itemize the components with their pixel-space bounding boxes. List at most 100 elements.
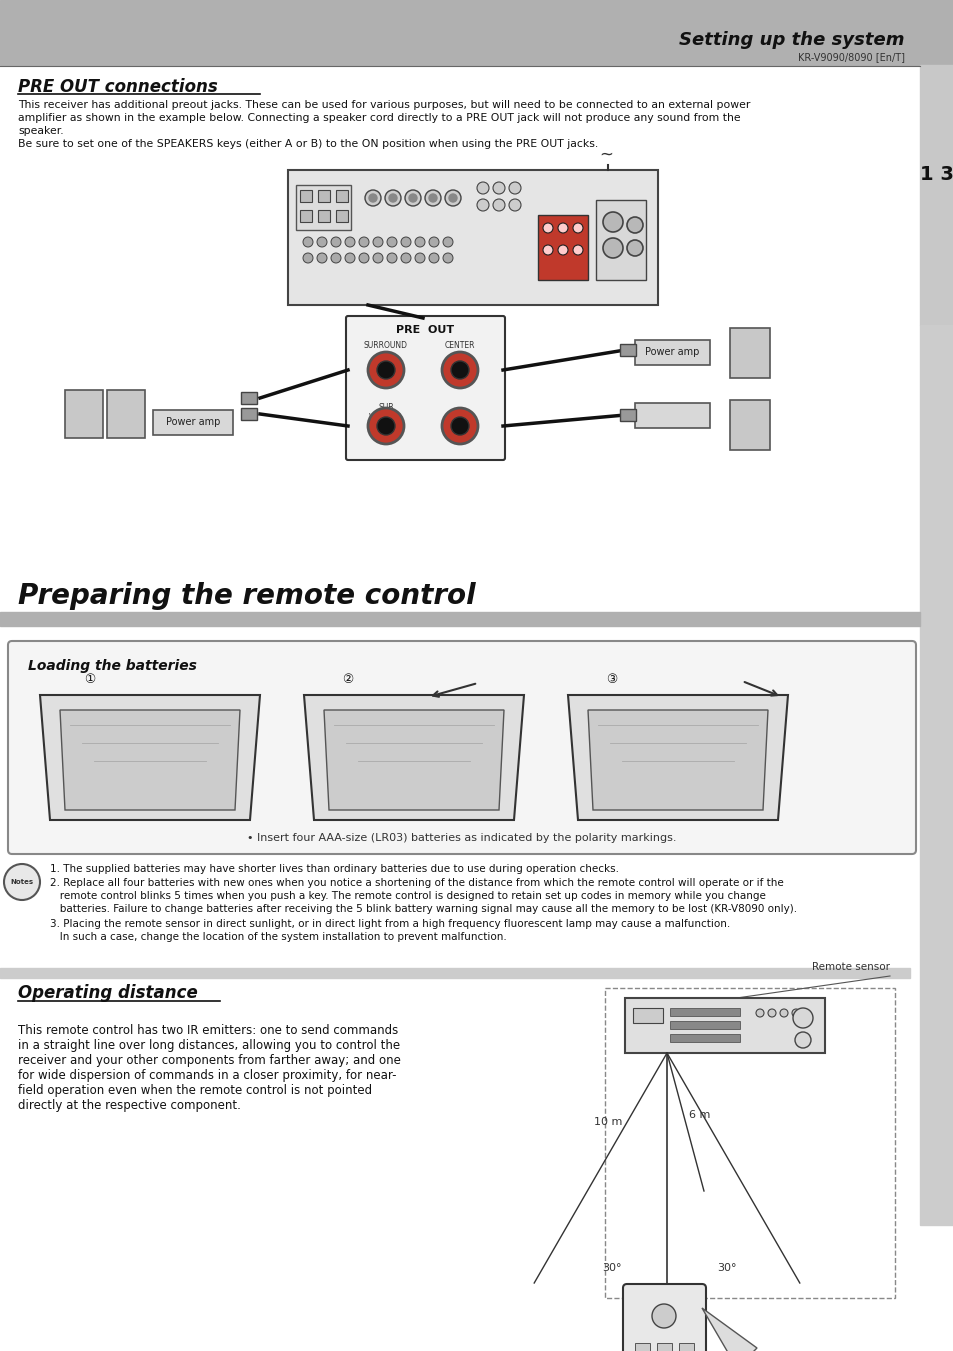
Text: receiver and your other components from farther away; and one: receiver and your other components from …	[18, 1054, 400, 1067]
Circle shape	[780, 1009, 787, 1017]
Circle shape	[573, 245, 582, 255]
Text: Preparing the remote control: Preparing the remote control	[18, 582, 476, 611]
Text: 3. Placing the remote sensor in direct sunlight, or in direct light from a high : 3. Placing the remote sensor in direct s…	[50, 919, 729, 929]
Bar	[537, 215, 587, 280]
Circle shape	[424, 190, 440, 205]
Text: CENTER: CENTER	[444, 342, 475, 350]
Polygon shape	[304, 694, 523, 820]
Bar	[619, 409, 636, 422]
Circle shape	[331, 253, 340, 263]
Text: speaker.: speaker.	[18, 126, 64, 136]
Circle shape	[442, 253, 453, 263]
Bar	[635, 1343, 649, 1351]
Text: 10 m: 10 m	[593, 1117, 621, 1127]
Circle shape	[331, 236, 340, 247]
Text: WOOFER: WOOFER	[369, 413, 402, 423]
Text: batteries. Failure to change batteries after receiving the 5 blink battery warni: batteries. Failure to change batteries a…	[50, 904, 797, 915]
Bar	[679, 1343, 693, 1351]
Bar	[107, 390, 145, 438]
Circle shape	[316, 253, 327, 263]
Circle shape	[368, 353, 403, 388]
Text: • Insert four AAA-size (LR03) batteries as indicated by the polarity markings.: • Insert four AAA-size (LR03) batteries …	[247, 834, 676, 843]
Bar	[624, 998, 824, 1052]
Bar	[669, 1021, 740, 1029]
Circle shape	[558, 223, 567, 232]
Bar	[335, 190, 348, 203]
Bar	[729, 400, 769, 450]
Circle shape	[345, 236, 355, 247]
Text: 1. The supplied batteries may have shorter lives than ordinary batteries due to : 1. The supplied batteries may have short…	[50, 865, 618, 874]
Circle shape	[755, 1009, 763, 1017]
Text: ~: ~	[598, 146, 613, 163]
Circle shape	[365, 190, 380, 205]
Text: field operation even when the remote control is not pointed: field operation even when the remote con…	[18, 1084, 372, 1097]
Text: Power amp: Power amp	[644, 347, 699, 357]
Polygon shape	[701, 1308, 757, 1351]
Circle shape	[509, 182, 520, 195]
FancyBboxPatch shape	[346, 316, 504, 459]
Text: SURROUND: SURROUND	[364, 342, 408, 350]
Circle shape	[476, 199, 489, 211]
Circle shape	[409, 195, 416, 203]
Circle shape	[558, 245, 567, 255]
Circle shape	[651, 1304, 676, 1328]
Circle shape	[444, 190, 460, 205]
Circle shape	[369, 195, 376, 203]
Circle shape	[573, 223, 582, 232]
Circle shape	[373, 236, 382, 247]
Text: This remote control has two IR emitters: one to send commands: This remote control has two IR emitters:…	[18, 1024, 397, 1038]
Text: KR-V9090/8090 [En/T]: KR-V9090/8090 [En/T]	[797, 51, 904, 62]
Polygon shape	[567, 694, 787, 820]
Circle shape	[442, 236, 453, 247]
Circle shape	[794, 1032, 810, 1048]
Text: ③: ③	[606, 673, 617, 686]
Bar	[657, 1343, 671, 1351]
Circle shape	[400, 253, 411, 263]
Bar	[729, 328, 769, 378]
Circle shape	[602, 238, 622, 258]
Text: 30°: 30°	[717, 1263, 736, 1273]
Circle shape	[542, 245, 553, 255]
Text: Be sure to set one of the SPEAKERS keys (either A or B) to the ON position when : Be sure to set one of the SPEAKERS keys …	[18, 139, 598, 149]
Circle shape	[415, 236, 424, 247]
Circle shape	[389, 195, 396, 203]
Circle shape	[791, 1009, 800, 1017]
Circle shape	[387, 236, 396, 247]
Circle shape	[387, 253, 396, 263]
Bar	[919, 65, 953, 326]
Circle shape	[451, 417, 469, 435]
Circle shape	[316, 236, 327, 247]
Bar	[299, 209, 312, 222]
FancyBboxPatch shape	[622, 1283, 705, 1351]
Bar	[0, 0, 953, 65]
Circle shape	[767, 1009, 775, 1017]
Circle shape	[626, 240, 642, 255]
Bar	[0, 969, 909, 978]
Bar	[317, 209, 330, 222]
Bar	[317, 190, 330, 203]
Text: 2. Replace all four batteries with new ones when you notice a shortening of the : 2. Replace all four batteries with new o…	[50, 878, 783, 888]
Bar	[596, 200, 645, 280]
Text: Loading the batteries: Loading the batteries	[28, 659, 196, 673]
Circle shape	[376, 361, 395, 380]
Polygon shape	[60, 711, 240, 811]
Bar	[604, 988, 894, 1298]
Circle shape	[400, 236, 411, 247]
Circle shape	[792, 1008, 812, 1028]
Bar	[669, 1034, 740, 1042]
Circle shape	[405, 190, 420, 205]
Text: Setting up the system: Setting up the system	[679, 31, 904, 49]
Bar	[335, 209, 348, 222]
Circle shape	[345, 253, 355, 263]
Circle shape	[509, 199, 520, 211]
Text: 6 m: 6 m	[688, 1111, 710, 1120]
Circle shape	[493, 182, 504, 195]
Bar	[0, 612, 919, 626]
Circle shape	[441, 408, 477, 444]
Circle shape	[493, 199, 504, 211]
Text: for wide dispersion of commands in a closer proximity, for near-: for wide dispersion of commands in a clo…	[18, 1069, 396, 1082]
Text: 1 3: 1 3	[919, 166, 953, 185]
Text: This receiver has additional preout jacks. These can be used for various purpose: This receiver has additional preout jack…	[18, 100, 750, 109]
Text: ②: ②	[342, 673, 354, 686]
Text: SUB: SUB	[378, 404, 394, 412]
